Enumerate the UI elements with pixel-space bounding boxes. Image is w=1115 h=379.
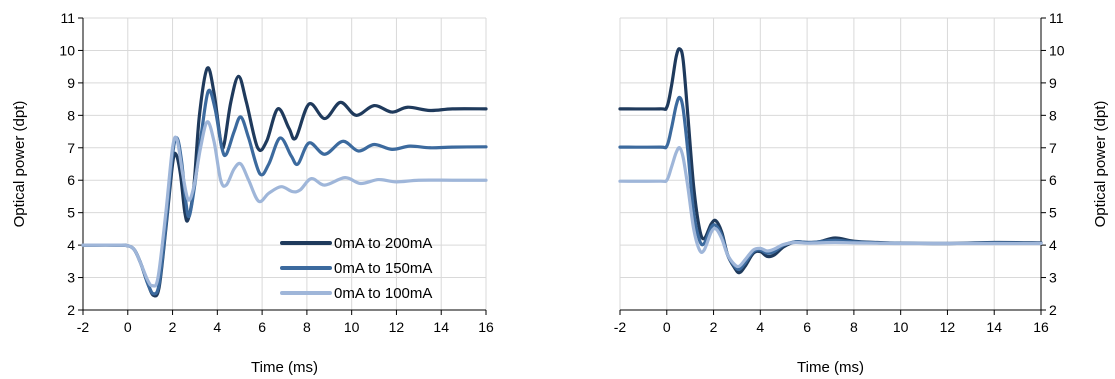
legend-label: 0mA to 150mA	[334, 260, 432, 277]
left-axes	[78, 17, 487, 315]
right-x-axis-label: Time (ms)	[797, 359, 864, 376]
right-x-tick-label: -2	[614, 319, 627, 335]
left-tick-labels: -2 0 2 4 6 8 10 12 14 16 2 3 4 5 6 7 8 9 10 11	[59, 10, 494, 335]
left-y-axis-label: Optical power (dpt)	[11, 101, 28, 228]
right-y-tick-label: 11	[1049, 10, 1064, 26]
right-axes	[619, 17, 1046, 315]
right-x-tick-label: 6	[803, 319, 811, 335]
left-y-tick-label: 6	[67, 172, 75, 188]
left-series-line-2	[81, 120, 488, 288]
left-x-tick-label: 14	[433, 319, 449, 335]
chart-left: -2 0 2 4 6 8 10 12 14 16 2 3 4 5 6 7 8 9 10 11 Time (ms) Op…	[11, 10, 494, 376]
left-x-tick-label: 4	[213, 319, 221, 335]
right-y-tick-label: 6	[1049, 172, 1057, 188]
left-y-tick-label: 2	[67, 302, 75, 318]
right-y-tick-label: 9	[1049, 75, 1057, 91]
right-series-line-2	[618, 146, 1043, 269]
left-y-tick-label: 4	[67, 237, 75, 253]
left-y-tick-label: 10	[59, 42, 75, 58]
right-series	[618, 47, 1043, 275]
right-x-tick-label: 2	[710, 319, 718, 335]
legend-label: 0mA to 100mA	[334, 285, 432, 302]
left-x-tick-label: 12	[389, 319, 405, 335]
right-x-tick-label: 4	[756, 319, 764, 335]
right-y-tick-label: 3	[1049, 270, 1057, 286]
left-x-tick-label: 2	[169, 319, 177, 335]
right-y-tick-label: 5	[1049, 205, 1057, 221]
left-series	[81, 66, 488, 298]
left-x-tick-label: 16	[478, 319, 494, 335]
left-y-tick-label: 5	[67, 205, 75, 221]
left-series-line-1	[81, 88, 488, 296]
legend-label: 0mA to 200mA	[334, 235, 432, 252]
right-x-tick-label: 12	[940, 319, 956, 335]
left-x-tick-label: 6	[258, 319, 266, 335]
right-y-tick-label: 7	[1049, 140, 1057, 156]
left-y-tick-label: 7	[67, 140, 75, 156]
left-y-tick-label: 9	[67, 75, 75, 91]
left-x-tick-label: 10	[344, 319, 360, 335]
right-x-tick-label: 10	[893, 319, 909, 335]
left-x-tick-label: 8	[303, 319, 311, 335]
right-x-tick-label: 14	[986, 319, 1002, 335]
right-x-tick-label: 8	[850, 319, 858, 335]
right-x-tick-label: 0	[663, 319, 671, 335]
right-y-tick-label: 10	[1049, 42, 1065, 58]
left-x-tick-label: 0	[124, 319, 132, 335]
right-y-tick-label: 8	[1049, 107, 1057, 123]
right-y-tick-label: 2	[1049, 302, 1057, 318]
right-y-axis-label: Optical power (dpt)	[1092, 101, 1109, 228]
left-y-tick-label: 11	[60, 10, 75, 26]
right-x-tick-label: 16	[1033, 319, 1049, 335]
right-y-tick-label: 4	[1049, 237, 1057, 253]
legend: 0mA to 200mA 0mA to 150mA 0mA to 100mA	[280, 235, 432, 302]
left-x-axis-label: Time (ms)	[251, 359, 318, 376]
left-x-tick-label: -2	[77, 319, 90, 335]
left-y-tick-label: 8	[67, 107, 75, 123]
left-y-tick-label: 3	[67, 270, 75, 286]
